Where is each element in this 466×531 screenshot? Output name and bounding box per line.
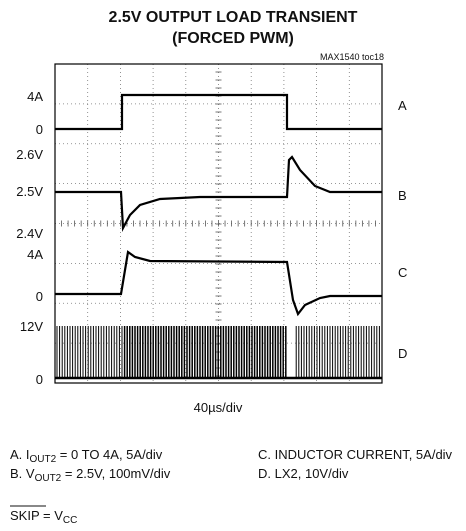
channel-label: C bbox=[398, 265, 407, 280]
legend-sub: OUT2 bbox=[35, 473, 62, 484]
level-label: 0 bbox=[36, 372, 43, 387]
legend-item: B. VOUT2 = 2.5V, 100mV/div bbox=[10, 466, 171, 484]
trace-a bbox=[55, 93, 382, 131]
level-label: 12V bbox=[20, 319, 43, 334]
legend-text: B. V bbox=[10, 466, 35, 481]
channel-label: D bbox=[398, 346, 407, 361]
footnote: SKIP = VCC bbox=[10, 508, 77, 526]
legend-item: D. LX2, 10V/div bbox=[258, 466, 349, 481]
legend-item: A. IOUT2 = 0 TO 4A, 5A/div bbox=[10, 447, 163, 465]
trace-c bbox=[55, 250, 382, 317]
level-label: 2.5V bbox=[16, 184, 43, 199]
trace-b bbox=[55, 155, 382, 232]
title: 2.5V OUTPUT LOAD TRANSIENT bbox=[109, 9, 358, 26]
figure-id: MAX1540 toc18 bbox=[320, 52, 384, 62]
level-label: 4A bbox=[27, 247, 43, 262]
footnote-text: = V bbox=[39, 508, 63, 523]
timebase: 40µs/div bbox=[194, 400, 243, 415]
legend-text: = 2.5V, 100mV/div bbox=[61, 466, 171, 481]
trace-d bbox=[55, 326, 382, 380]
level-label: 2.4V bbox=[16, 226, 43, 241]
title: (FORCED PWM) bbox=[172, 30, 294, 47]
channel-label: B bbox=[398, 188, 407, 203]
channel-label: A bbox=[398, 98, 407, 113]
level-label: 0 bbox=[36, 122, 43, 137]
level-label: 4A bbox=[27, 89, 43, 104]
legend-text: A. I bbox=[10, 447, 30, 462]
footnote-sub: CC bbox=[63, 515, 77, 526]
skip: SKIP bbox=[10, 508, 39, 523]
level-label: 2.6V bbox=[16, 147, 43, 162]
legend-text: = 0 TO 4A, 5A/div bbox=[56, 447, 163, 462]
legend-sub: OUT2 bbox=[30, 454, 57, 465]
legend-item: C. INDUCTOR CURRENT, 5A/div bbox=[258, 447, 453, 462]
scope-frame bbox=[54, 63, 383, 384]
level-label: 0 bbox=[36, 289, 43, 304]
